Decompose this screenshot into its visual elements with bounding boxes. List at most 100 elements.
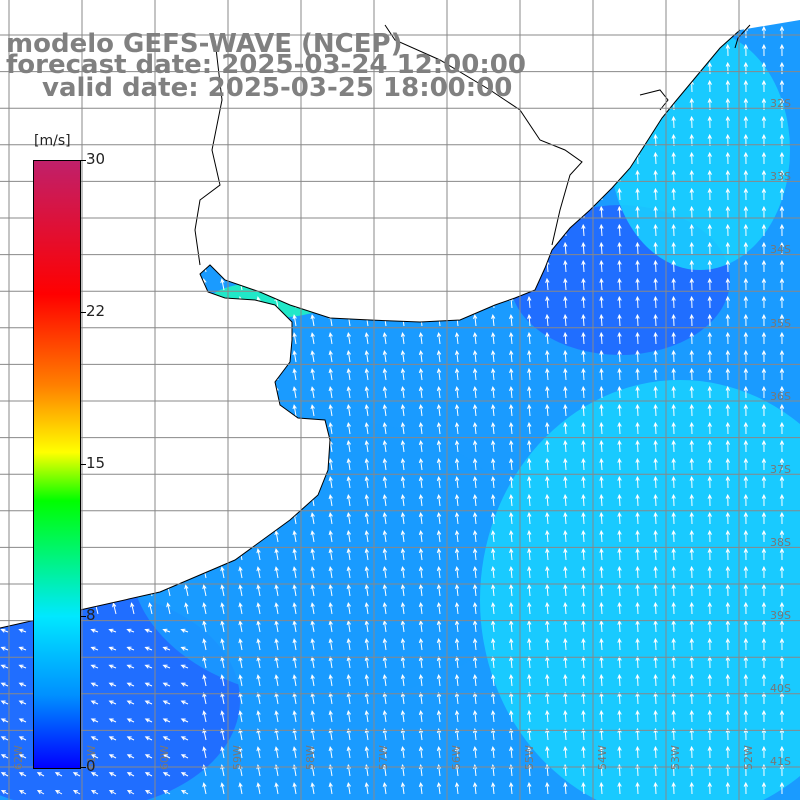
wind-arrow xyxy=(238,710,243,723)
wind-arrow xyxy=(563,601,568,615)
wind-arrow xyxy=(346,421,352,435)
wind-arrow xyxy=(653,367,658,381)
wind-arrow xyxy=(653,331,658,345)
wind-arrow xyxy=(292,332,297,345)
wind-arrow xyxy=(0,646,9,651)
wind-arrow xyxy=(689,547,694,561)
wind-arrow xyxy=(653,403,658,417)
wind-arrow xyxy=(635,691,640,705)
wind-arrow xyxy=(779,295,785,309)
wind-arrow xyxy=(581,601,586,615)
wind-arrow xyxy=(545,277,550,291)
lat-label: 34S xyxy=(770,243,791,256)
wind-arrow xyxy=(382,781,388,795)
wind-arrow xyxy=(689,493,694,507)
wind-arrow xyxy=(108,700,117,705)
wind-arrow xyxy=(328,493,333,507)
wind-arrow xyxy=(436,511,442,525)
wind-arrow xyxy=(18,718,27,723)
wind-arrow xyxy=(689,601,694,615)
wind-arrow xyxy=(144,682,153,687)
wind-arrow xyxy=(563,403,568,417)
wind-arrow xyxy=(563,745,568,759)
wind-arrow xyxy=(653,385,658,399)
wind-arrow xyxy=(0,754,9,759)
wind-arrow xyxy=(364,385,370,399)
wind-arrow xyxy=(400,691,406,705)
wind-arrow xyxy=(581,313,586,327)
wind-arrow xyxy=(256,674,261,687)
lat-label: 38S xyxy=(770,536,791,549)
wind-arrow xyxy=(725,583,731,597)
wind-arrow xyxy=(725,115,731,129)
wind-arrow xyxy=(617,781,622,795)
wind-arrow xyxy=(292,350,297,363)
wind-arrow xyxy=(454,475,460,489)
wind-arrow xyxy=(364,637,370,651)
wind-arrow xyxy=(761,277,767,291)
wind-arrow xyxy=(779,781,785,795)
wind-arrow xyxy=(671,367,676,381)
wind-arrow xyxy=(653,637,658,651)
wind-arrow xyxy=(581,529,586,543)
wind-arrow xyxy=(436,529,442,543)
wind-arrow xyxy=(617,367,622,381)
wind-arrow xyxy=(346,709,352,723)
wind-arrow xyxy=(581,511,586,525)
lat-label: 40S xyxy=(770,682,791,695)
wind-arrow xyxy=(364,601,370,615)
wind-arrow xyxy=(454,457,460,471)
wind-arrow xyxy=(545,295,550,309)
colorbar-label: 15 xyxy=(86,454,106,472)
wind-arrow xyxy=(581,421,586,435)
wind-arrow xyxy=(310,332,315,345)
wind-arrow xyxy=(509,727,514,741)
wind-arrow xyxy=(346,691,352,705)
wind-arrow xyxy=(779,313,785,327)
wind-arrow xyxy=(743,403,749,417)
wind-arrow xyxy=(671,313,676,327)
wind-arrow xyxy=(491,313,496,327)
wind-arrow xyxy=(90,664,99,669)
wind-arrow xyxy=(400,511,406,525)
wind-arrow xyxy=(761,601,767,615)
wind-arrow xyxy=(400,745,406,759)
wind-arrow xyxy=(545,331,550,345)
wind-arrow xyxy=(328,457,333,471)
wind-arrow xyxy=(707,421,712,435)
wind-arrow xyxy=(364,403,370,417)
wind-arrow xyxy=(491,583,496,597)
wind-arrow xyxy=(527,565,532,579)
wind-arrow xyxy=(743,187,749,201)
wind-arrow xyxy=(418,511,424,525)
wind-arrow xyxy=(761,205,767,219)
wind-arrow xyxy=(400,493,406,507)
wind-arrow xyxy=(436,349,442,363)
wind-arrow xyxy=(545,367,550,381)
wind-arrow xyxy=(454,349,460,363)
wind-arrow xyxy=(472,745,478,759)
wind-arrow xyxy=(382,745,388,759)
wind-arrow xyxy=(599,457,604,471)
wind-arrow xyxy=(761,241,767,255)
wind-arrow xyxy=(220,728,225,741)
wind-arrow xyxy=(779,349,785,363)
wind-arrow xyxy=(725,565,731,579)
wind-arrow xyxy=(779,493,785,507)
wind-arrow xyxy=(563,385,568,399)
wind-arrow xyxy=(725,547,731,561)
wind-arrow xyxy=(400,367,406,381)
wind-arrow xyxy=(364,529,370,543)
wind-arrow xyxy=(454,637,460,651)
wind-arrow xyxy=(274,710,279,723)
wind-arrow xyxy=(202,782,207,795)
lat-label: 41S xyxy=(770,755,791,768)
wind-arrow xyxy=(599,241,604,255)
wind-arrow xyxy=(126,700,135,705)
wind-arrow xyxy=(707,691,712,705)
wind-arrow xyxy=(364,511,370,525)
wind-arrow xyxy=(382,349,388,363)
wind-arrow xyxy=(671,277,676,291)
wind-arrow xyxy=(563,637,568,651)
wind-arrow xyxy=(581,331,586,345)
